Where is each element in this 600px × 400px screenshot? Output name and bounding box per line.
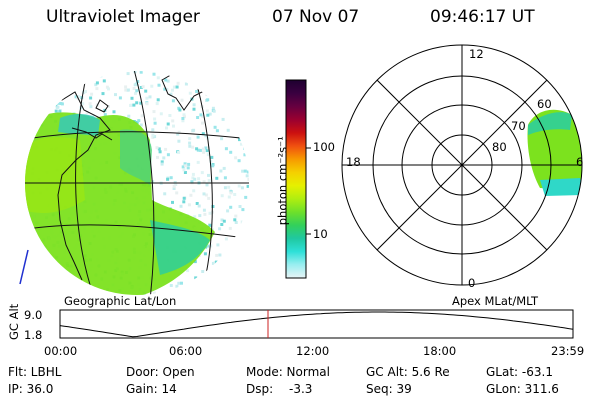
status-seq: Seq: 39 [366,382,412,396]
colorbar-tick-100: 100 [313,140,335,154]
mlt-label-18: 18 [346,155,361,169]
alt-ylabel: GC Alt [7,303,21,340]
mlt-label-12: 12 [469,47,484,61]
title: Ultraviolet Imager [46,7,200,27]
lat-label-80: 80 [492,140,507,154]
alt-ymax: 9.0 [24,308,43,322]
alt-xtick-2: 12:00 [296,344,330,358]
time: 09:46:17 UT [430,7,535,27]
alt-xtick-3: 18:00 [423,344,457,358]
status-flt: Flt: LBHL [8,365,62,379]
status-gain: Gain: 14 [126,382,177,396]
status-ip: IP: 36.0 [8,382,54,396]
status-door: Door: Open [126,365,195,379]
sun-direction-line [19,249,29,285]
mlt-label-6: 6 [576,155,584,169]
alt-xtick-4: 23:59 [551,344,585,358]
altitude-curve [59,311,574,338]
status-dsp-value: -3.3 [289,382,313,396]
geo-label: Geographic Lat/Lon [64,294,177,308]
status-glon: GLon: 311.6 [486,382,559,396]
lat-label-70: 70 [511,119,526,133]
date: 07 Nov 07 [272,7,360,27]
colorbar-tick-10: 10 [313,227,328,241]
mlt-label-0: 0 [468,276,476,290]
status-glat: GLat: -63.1 [486,365,553,379]
alt-xtick-1: 06:00 [169,344,203,358]
status-dsp-label: Dsp: [246,382,274,396]
lat-label-60: 60 [537,97,552,111]
alt-xtick-0: 00:00 [44,344,78,358]
polar-label: Apex MLat/MLT [452,294,539,308]
alt-ymin: 1.8 [24,328,43,342]
status-mode: Mode: Normal [246,365,330,379]
status-gc-alt: GC Alt: 5.6 Re [366,365,450,379]
